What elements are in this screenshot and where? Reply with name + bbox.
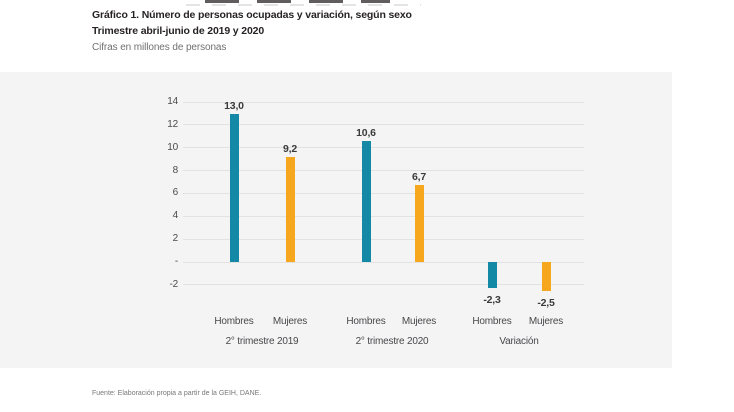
chart-bar <box>414 185 424 262</box>
clipped-text-fragment <box>186 4 421 6</box>
category-label: Hombres <box>472 316 512 327</box>
category-label: Mujeres <box>272 316 308 327</box>
source-note: Fuente: Elaboración propia a partir de l… <box>92 390 262 397</box>
chart-panel <box>0 72 672 368</box>
y-tick-label: 6 <box>172 187 179 199</box>
clipped-text-fragment <box>205 0 390 3</box>
chart-title-line2: Trimestre abril-junio de 2019 y 2020 <box>92 25 265 37</box>
category-label: Mujeres <box>401 316 437 327</box>
category-label: Mujeres <box>528 316 564 327</box>
y-tick-label: 10 <box>167 141 178 153</box>
y-tick-label: 8 <box>172 164 179 176</box>
group-label: Variación <box>499 336 539 347</box>
gridline <box>183 101 584 103</box>
gridline <box>183 215 584 217</box>
bar-value-label: 9,2 <box>283 142 297 155</box>
bar-value-label: 13,0 <box>224 99 244 112</box>
y-tick-label: -2 <box>169 278 179 290</box>
y-tick-label: 4 <box>172 210 179 222</box>
chart-bar <box>541 262 551 291</box>
chart-bar <box>361 140 371 262</box>
bar-value-label: -2,5 <box>537 296 555 309</box>
chart-units-label: Cifras en millones de personas <box>92 42 227 53</box>
chart-bar <box>229 113 239 262</box>
gridline <box>183 192 584 194</box>
y-tick-label: - <box>174 256 178 267</box>
category-label: Hombres <box>346 316 386 327</box>
y-tick-label: 2 <box>172 233 179 245</box>
y-tick-label: 12 <box>167 118 178 130</box>
bar-value-label: 10,6 <box>356 126 376 139</box>
category-label: Hombres <box>214 316 254 327</box>
gridline <box>183 170 584 172</box>
chart-title-line1: Gráfico 1. Número de personas ocupadas y… <box>92 9 412 21</box>
bar-value-label: 6,7 <box>412 171 426 184</box>
chart-bar <box>487 262 497 289</box>
group-label: 2° trimestre 2019 <box>225 336 299 347</box>
chart-header: Gráfico 1. Número de personas ocupadas y… <box>92 7 652 55</box>
y-tick-label: 14 <box>167 96 178 108</box>
gridline <box>183 284 584 286</box>
group-label: 2° trimestre 2020 <box>355 336 429 347</box>
gridline <box>183 124 584 126</box>
bar-value-label: -2,3 <box>483 294 501 307</box>
chart-bar <box>285 156 295 262</box>
gridline <box>183 261 584 263</box>
gridline <box>183 238 584 240</box>
gridline <box>183 147 584 149</box>
